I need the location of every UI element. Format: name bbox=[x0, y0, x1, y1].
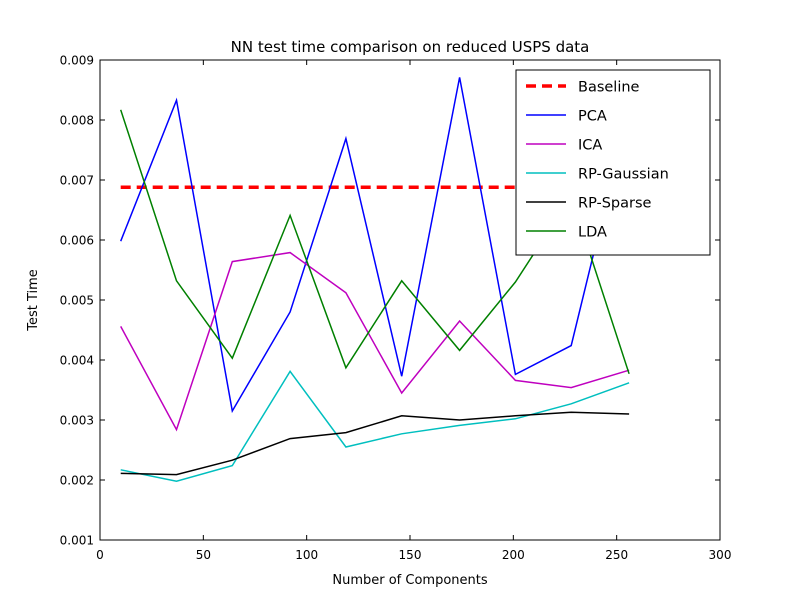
x-axis-label: Number of Components bbox=[332, 573, 487, 588]
series-line-ica bbox=[120, 251, 630, 432]
legend-box bbox=[515, 69, 711, 256]
y-tick-label: 0.008 bbox=[60, 114, 94, 128]
legend: Baseline PCA ICA RP-Gaussian RP-Sparse LDA bbox=[515, 69, 711, 256]
chart-title: NN test time comparison on reduced USPS … bbox=[231, 38, 590, 56]
series-line-rp-sparse bbox=[120, 411, 630, 476]
y-tick-label: 0.004 bbox=[60, 354, 94, 368]
x-tick-label: 150 bbox=[399, 548, 422, 562]
series-line-pca bbox=[120, 77, 630, 414]
y-tick-label: 0.009 bbox=[60, 54, 94, 68]
y-tick-label: 0.003 bbox=[60, 414, 94, 428]
x-tick-label: 0 bbox=[96, 548, 104, 562]
y-tick-label: 0.001 bbox=[60, 534, 94, 548]
x-tick-label: 250 bbox=[605, 548, 628, 562]
legend-label-lda: LDA bbox=[578, 225, 607, 241]
legend-label-ica: ICA bbox=[578, 138, 602, 154]
legend-label-rp-gaussian: RP-Gaussian bbox=[578, 167, 669, 183]
x-tick-label: 200 bbox=[502, 548, 525, 562]
y-axis-label: Test Time bbox=[26, 269, 41, 332]
legend-label-rp-sparse: RP-Sparse bbox=[578, 196, 652, 212]
y-tick-label: 0.007 bbox=[60, 174, 94, 188]
axes: 0 50 100 150 200 250 300 0.001 0.002 0.003 0.004 0.… bbox=[60, 54, 732, 563]
x-tick-label: 300 bbox=[709, 548, 732, 562]
x-tick-label: 100 bbox=[295, 548, 318, 562]
series-line-rp-gaussian bbox=[120, 370, 630, 482]
y-tick-label: 0.002 bbox=[60, 474, 94, 488]
y-tick-label: 0.005 bbox=[60, 294, 94, 308]
x-tick-label: 50 bbox=[196, 548, 211, 562]
legend-label-pca: PCA bbox=[578, 109, 607, 125]
legend-label-baseline: Baseline bbox=[578, 80, 640, 96]
y-tick-label: 0.006 bbox=[60, 234, 94, 248]
